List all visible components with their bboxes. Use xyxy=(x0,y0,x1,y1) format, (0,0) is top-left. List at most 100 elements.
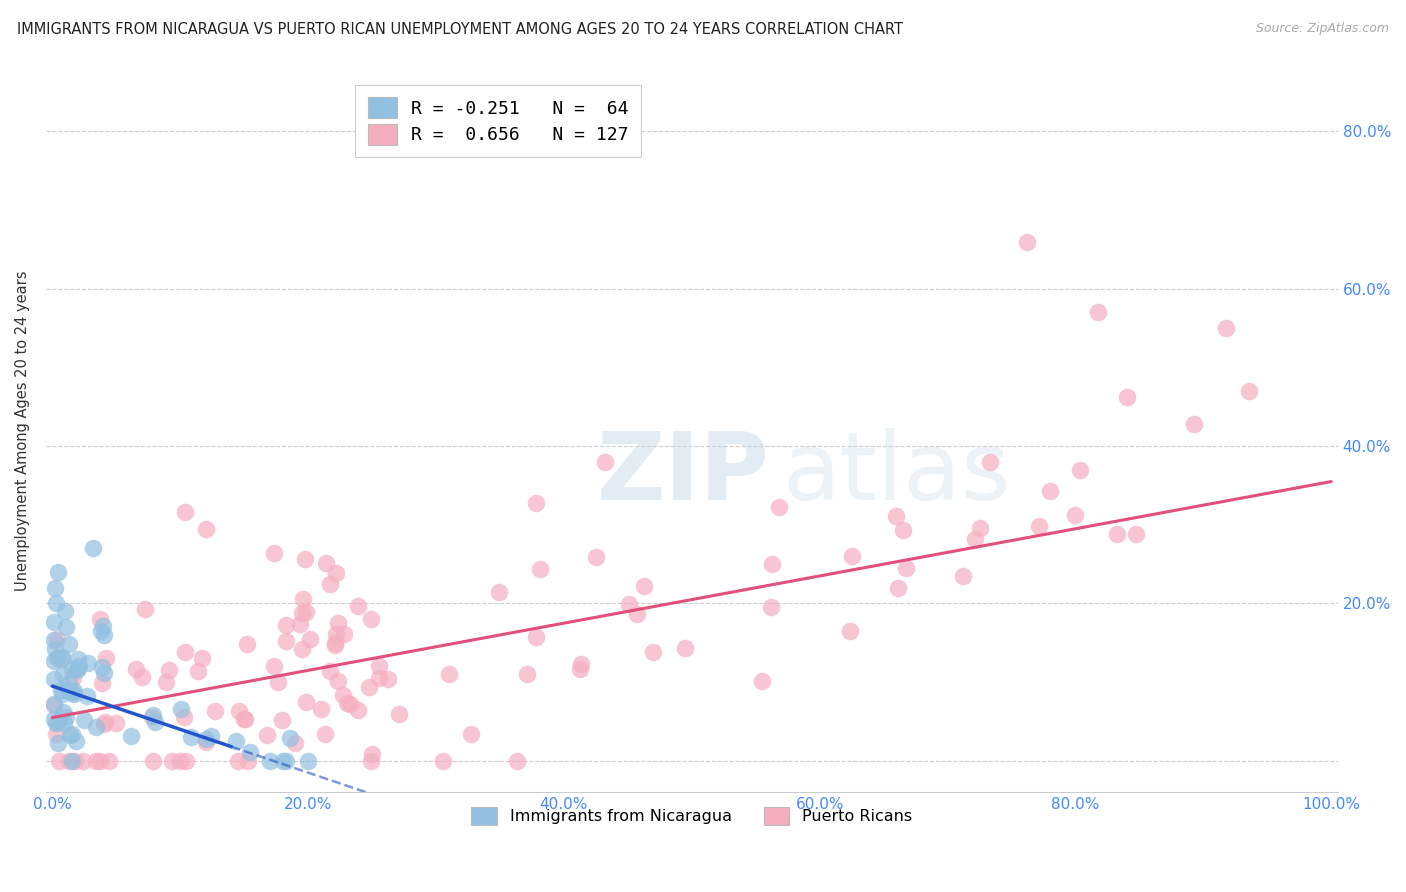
Point xyxy=(276,633,298,648)
Point xyxy=(367,659,389,673)
Point xyxy=(66,661,89,675)
Point xyxy=(585,550,607,565)
Point xyxy=(45,715,67,730)
Point xyxy=(569,662,592,676)
Point xyxy=(125,662,148,676)
Point xyxy=(62,683,84,698)
Point xyxy=(1182,417,1205,432)
Point xyxy=(1038,483,1060,498)
Point xyxy=(194,734,217,748)
Point xyxy=(288,617,311,632)
Point xyxy=(157,663,180,677)
Point xyxy=(524,496,547,510)
Point xyxy=(120,729,142,743)
Point xyxy=(377,672,399,686)
Point xyxy=(225,734,247,748)
Point xyxy=(524,630,547,644)
Point xyxy=(46,736,69,750)
Point xyxy=(979,455,1001,469)
Point xyxy=(357,681,380,695)
Point xyxy=(1015,235,1038,249)
Point xyxy=(131,670,153,684)
Point xyxy=(56,682,79,697)
Point xyxy=(66,652,89,666)
Point xyxy=(60,727,83,741)
Point xyxy=(271,754,294,768)
Text: IMMIGRANTS FROM NICARAGUA VS PUERTO RICAN UNEMPLOYMENT AMONG AGES 20 TO 24 YEARS: IMMIGRANTS FROM NICARAGUA VS PUERTO RICA… xyxy=(17,22,903,37)
Point xyxy=(633,579,655,593)
Point xyxy=(48,714,70,729)
Point xyxy=(263,546,285,560)
Point xyxy=(73,713,96,727)
Point xyxy=(63,754,86,768)
Y-axis label: Unemployment Among Ages 20 to 24 years: Unemployment Among Ages 20 to 24 years xyxy=(15,270,30,591)
Point xyxy=(460,727,482,741)
Point xyxy=(325,627,347,641)
Point xyxy=(323,638,346,652)
Point xyxy=(94,715,117,730)
Point xyxy=(72,754,94,768)
Point xyxy=(93,717,115,731)
Point xyxy=(626,607,648,622)
Point xyxy=(309,701,332,715)
Point xyxy=(292,592,315,607)
Point xyxy=(160,754,183,768)
Point xyxy=(236,637,259,651)
Point xyxy=(170,702,193,716)
Point xyxy=(55,709,77,723)
Point xyxy=(94,651,117,665)
Point xyxy=(896,561,918,575)
Point xyxy=(838,624,860,638)
Point xyxy=(98,754,121,768)
Point xyxy=(91,660,114,674)
Point xyxy=(84,754,107,768)
Point xyxy=(333,627,356,641)
Point xyxy=(388,706,411,721)
Point xyxy=(42,672,65,686)
Point xyxy=(42,698,65,712)
Point xyxy=(48,754,70,768)
Point xyxy=(298,632,321,646)
Point xyxy=(236,754,259,768)
Point xyxy=(51,682,73,697)
Point xyxy=(432,754,454,768)
Point xyxy=(761,557,783,571)
Point xyxy=(768,500,790,515)
Point xyxy=(155,675,177,690)
Point xyxy=(44,581,66,595)
Point xyxy=(82,541,104,556)
Point xyxy=(1069,463,1091,477)
Point xyxy=(516,667,538,681)
Point xyxy=(1087,305,1109,319)
Point xyxy=(142,707,165,722)
Point xyxy=(55,620,77,634)
Point xyxy=(42,654,65,668)
Point xyxy=(46,565,69,579)
Point xyxy=(58,637,80,651)
Point xyxy=(89,612,111,626)
Point xyxy=(46,650,69,665)
Point xyxy=(263,658,285,673)
Point xyxy=(529,562,551,576)
Point xyxy=(323,635,346,649)
Point xyxy=(62,754,84,768)
Point xyxy=(595,455,617,469)
Point xyxy=(1237,384,1260,398)
Point xyxy=(228,704,250,718)
Point xyxy=(59,728,82,742)
Point xyxy=(360,754,382,768)
Point xyxy=(274,754,297,768)
Point xyxy=(314,727,336,741)
Point xyxy=(270,713,292,727)
Point xyxy=(52,705,75,719)
Point xyxy=(284,736,307,750)
Point xyxy=(315,556,337,570)
Point xyxy=(339,697,361,711)
Point xyxy=(332,688,354,702)
Point xyxy=(194,732,217,747)
Point xyxy=(65,734,87,748)
Point xyxy=(67,659,90,673)
Point xyxy=(84,721,107,735)
Point xyxy=(439,666,461,681)
Point xyxy=(336,696,359,710)
